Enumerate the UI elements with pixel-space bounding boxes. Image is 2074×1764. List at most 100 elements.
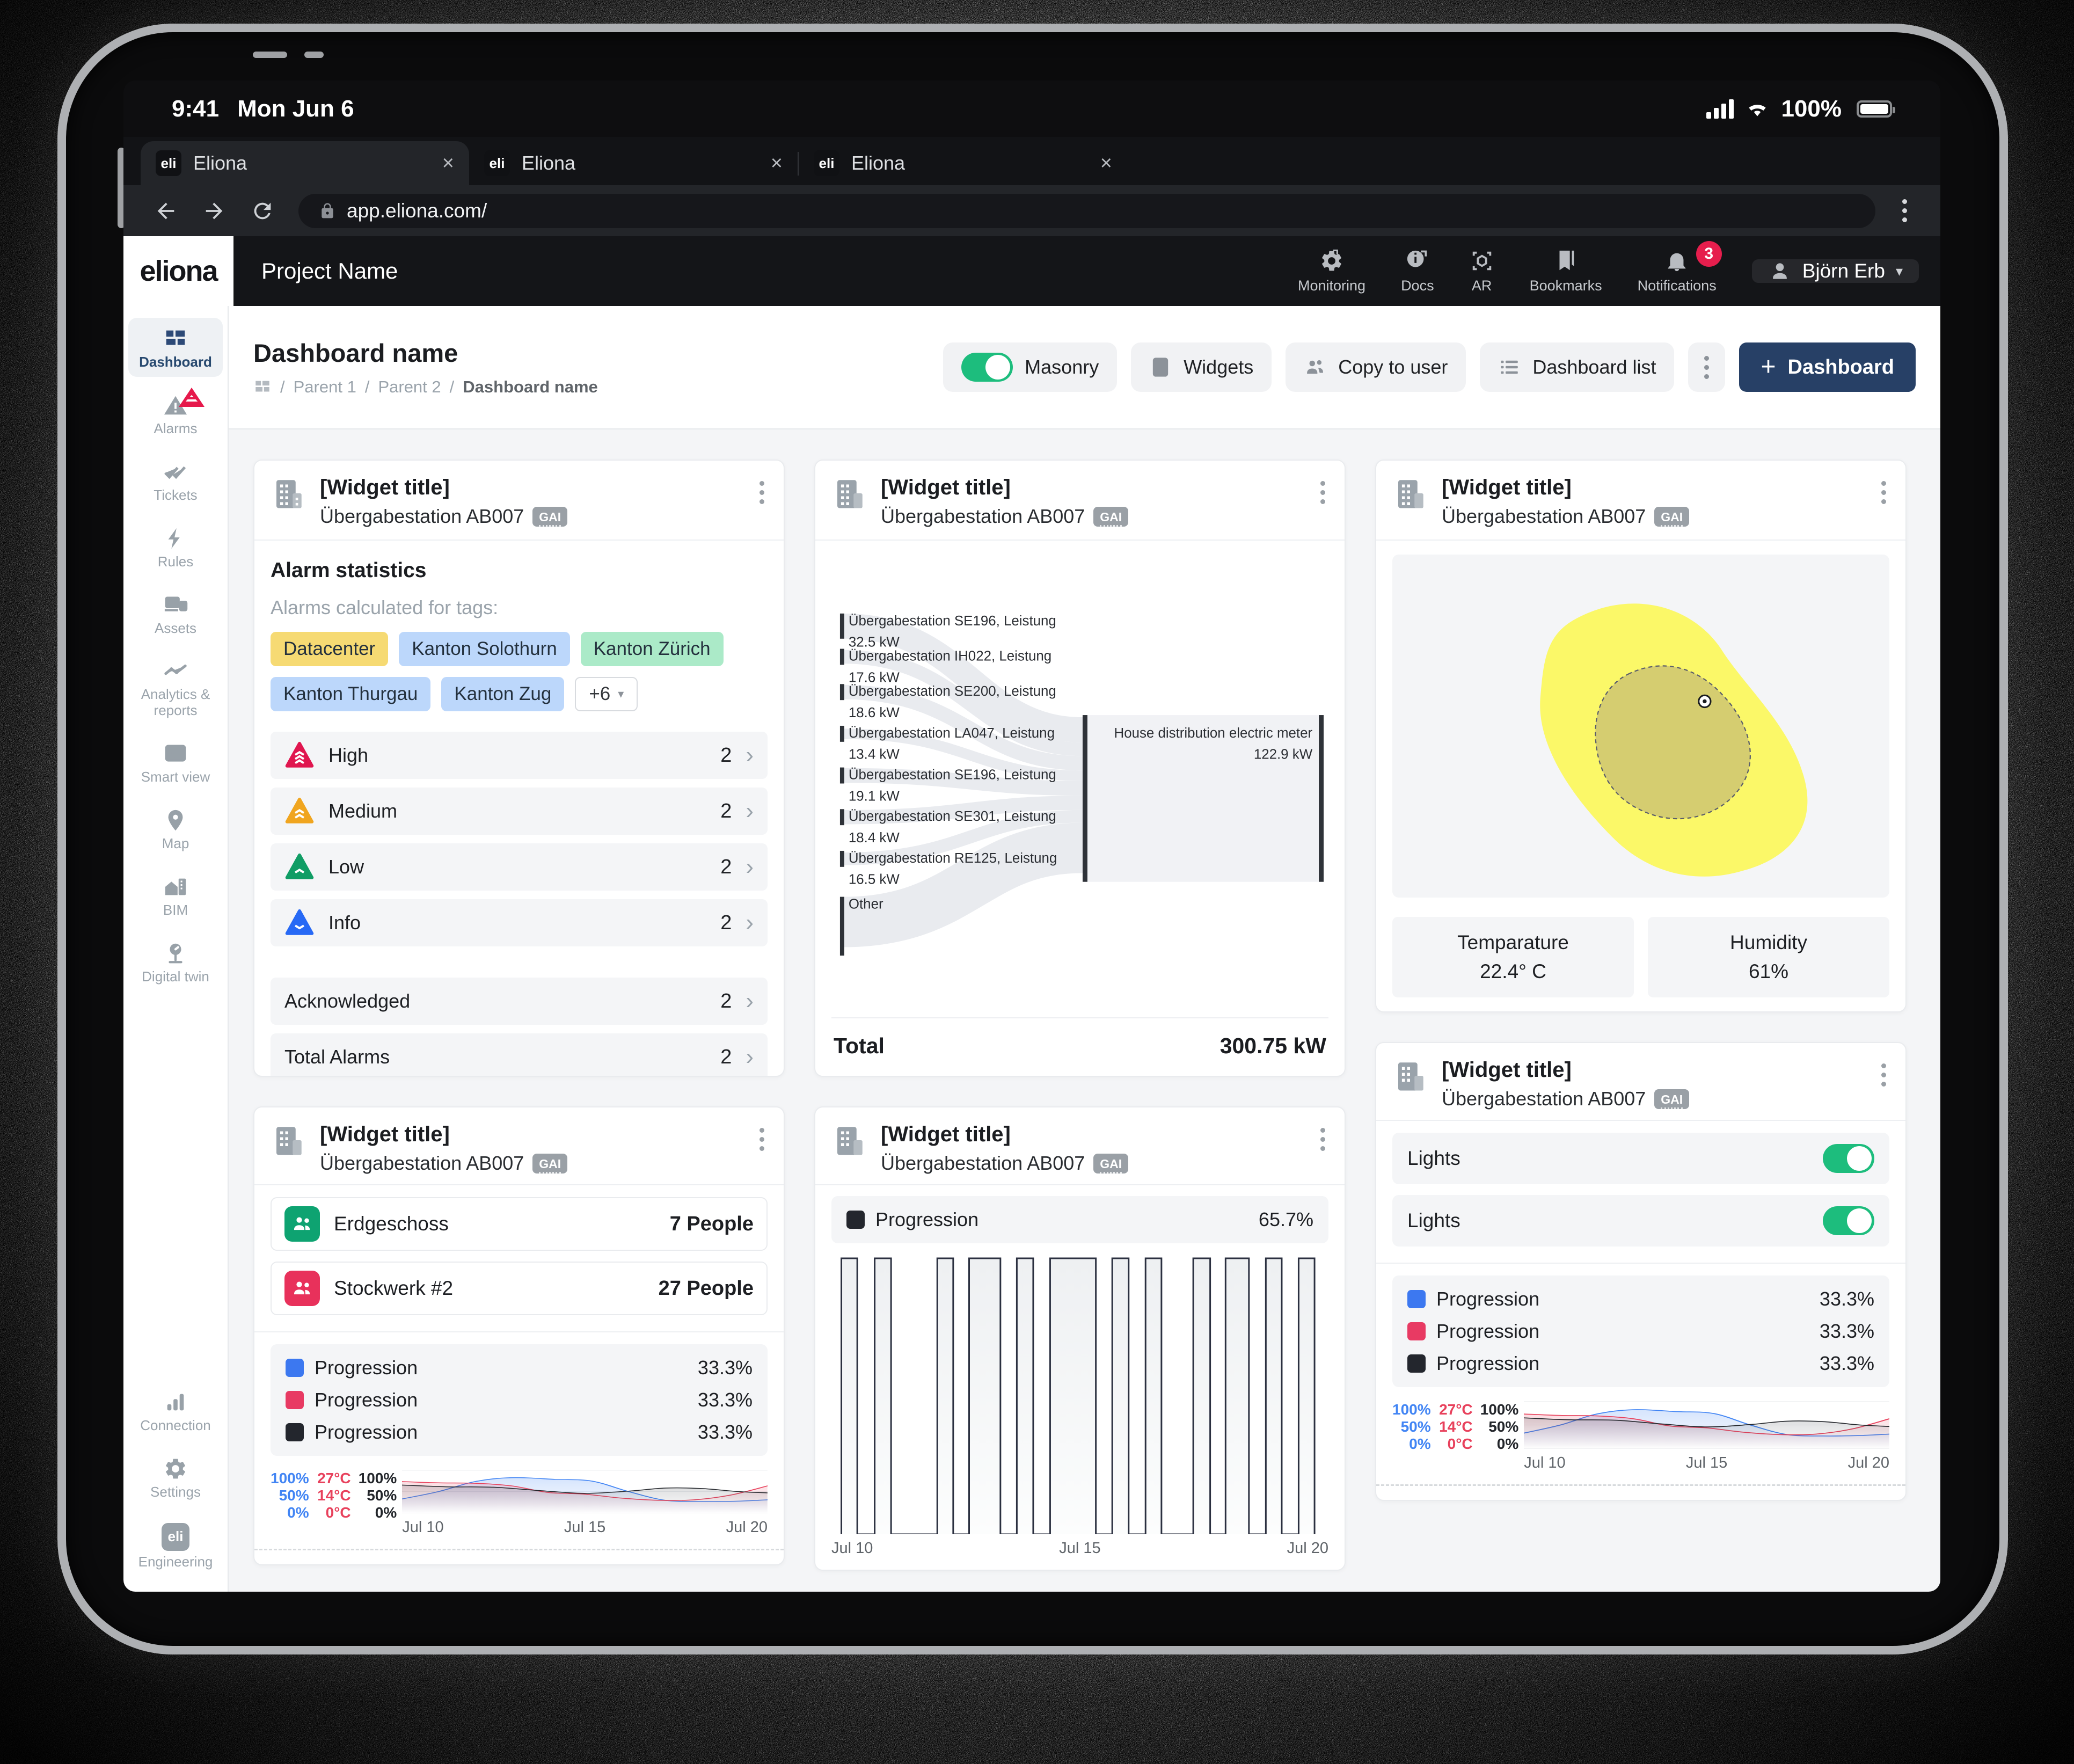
sidebar-label: Connection xyxy=(140,1417,211,1434)
browser-tab-1[interactable]: eli Eliona × xyxy=(141,141,469,185)
masonry-toggle-pill[interactable]: Masonry xyxy=(943,342,1118,392)
header-nav: Monitoring Docs AR Bookmarks 3 Not xyxy=(1298,236,1940,306)
eliona-logo[interactable]: eliona xyxy=(123,236,233,306)
copy-to-user-button[interactable]: Copy to user xyxy=(1286,342,1466,392)
close-icon[interactable]: × xyxy=(1100,151,1112,174)
dashboard-list-button[interactable]: Dashboard list xyxy=(1480,342,1675,392)
sidebar-item-bim[interactable]: BIM xyxy=(128,866,223,925)
browser-tab-3[interactable]: eli Eliona × xyxy=(799,141,1127,185)
legend-swatch-red xyxy=(286,1391,304,1409)
tab-title: Eliona xyxy=(193,152,247,174)
tab-title: Eliona xyxy=(522,152,576,174)
heatmap-blob xyxy=(1540,603,1808,877)
chevron-right-icon: › xyxy=(746,1044,754,1070)
breadcrumb: / Parent 1 / Parent 2 / Dashboard name xyxy=(253,377,598,397)
sidebar-item-engineering[interactable]: eli Engineering xyxy=(128,1514,223,1577)
user-menu[interactable]: Björn Erb ▾ xyxy=(1751,259,1919,283)
url-bar[interactable]: app.eliona.com/ xyxy=(298,193,1875,228)
progression-label: Progression xyxy=(315,1389,418,1411)
widgets-button[interactable]: Widgets xyxy=(1131,342,1272,392)
progression-row: Progression 33.3% xyxy=(286,1418,753,1446)
back-icon[interactable] xyxy=(154,199,178,223)
chevron-down-icon: ▾ xyxy=(618,687,624,701)
user-name: Björn Erb xyxy=(1802,260,1885,282)
nav-monitoring[interactable]: Monitoring xyxy=(1298,249,1365,294)
app-header: eliona Project Name Monitoring Docs AR B xyxy=(123,236,1940,306)
widget-people-progression: [Widget title] Übergabestation AB007 GAI xyxy=(253,1106,785,1565)
widget-menu-icon[interactable] xyxy=(1878,476,1889,504)
add-dashboard-label: Dashboard xyxy=(1787,355,1894,378)
progression-row: Progression 33.3% xyxy=(1407,1350,1874,1377)
sidebar-label: Engineering xyxy=(138,1554,213,1570)
svg-text:Übergabestation SE200, Leistun: Übergabestation SE200, Leistung xyxy=(849,684,1056,699)
masonry-toggle[interactable] xyxy=(961,353,1013,382)
alarm-alert-badge xyxy=(179,387,205,407)
crumb-current: Dashboard name xyxy=(463,377,598,396)
close-icon[interactable]: × xyxy=(442,151,454,174)
alarm-row-acknowledged[interactable]: Acknowledged 2 › xyxy=(271,978,768,1025)
more-actions-button[interactable] xyxy=(1688,342,1726,392)
browser-menu-icon[interactable] xyxy=(1899,199,1910,222)
building-icon xyxy=(276,480,302,508)
sidebar-item-analytics[interactable]: Analytics & reports xyxy=(128,650,223,725)
widget-menu-icon[interactable] xyxy=(756,476,768,504)
widget-menu-icon[interactable] xyxy=(756,1122,768,1151)
tablet-frame: 9:41 Mon Jun 6 100% eli Eliona × eli xyxy=(57,24,2008,1654)
progression-row: Progression 33.3% xyxy=(1407,1285,1874,1313)
svg-text:18.6 kW: 18.6 kW xyxy=(849,705,900,720)
sidebar-item-settings[interactable]: Settings xyxy=(128,1448,223,1507)
tag-chip[interactable]: Kanton Zürich xyxy=(580,632,724,666)
alarm-row-info[interactable]: Info 2 › xyxy=(271,899,768,946)
tag-chip[interactable]: Kanton Solothurn xyxy=(399,632,570,666)
status-time: 9:41 xyxy=(172,95,220,122)
crumb-sep: / xyxy=(280,377,285,396)
nav-bookmarks[interactable]: Bookmarks xyxy=(1530,249,1602,294)
tag-chip[interactable]: Kanton Thurgau xyxy=(271,677,431,711)
alarm-label: Total Alarms xyxy=(284,1046,390,1068)
tag-chip[interactable]: Kanton Zug xyxy=(441,677,565,711)
sidebar-item-connection[interactable]: Connection xyxy=(128,1381,223,1440)
lights-toggle[interactable] xyxy=(1823,1144,1874,1173)
crumb[interactable]: Parent 1 xyxy=(293,377,356,396)
alarm-row-low[interactable]: Low 2 › xyxy=(271,843,768,891)
people-icon xyxy=(284,1271,320,1306)
svg-text:Übergabestation RE125, Leistun: Übergabestation RE125, Leistung xyxy=(849,851,1057,866)
forward-icon[interactable] xyxy=(202,199,227,223)
sidebar-item-tickets[interactable]: Tickets xyxy=(128,451,223,510)
dashboard-icon xyxy=(166,330,185,345)
eliona-favicon: eli xyxy=(814,150,839,176)
sidebar-item-alarms[interactable]: Alarms xyxy=(128,384,223,443)
legend-swatch-black xyxy=(286,1423,304,1441)
total-value: 300.75 kW xyxy=(1219,1033,1326,1058)
alarm-row-total[interactable]: Total Alarms 2 › xyxy=(271,1033,768,1076)
sidebar-item-dashboard[interactable]: Dashboard xyxy=(128,318,223,377)
nav-ar[interactable]: AR xyxy=(1470,249,1494,294)
sidebar-item-rules[interactable]: Rules xyxy=(128,517,223,577)
trend-line-icon xyxy=(164,665,187,675)
tag-chip[interactable]: Datacenter xyxy=(271,632,389,666)
sidebar-label: Assets xyxy=(154,619,197,636)
sidebar-item-assets[interactable]: Assets xyxy=(128,584,223,643)
nav-notifications[interactable]: 3 Notifications xyxy=(1638,240,1722,294)
alarm-row-high[interactable]: High 2 › xyxy=(271,732,768,779)
browser-tab-2[interactable]: eli Eliona × xyxy=(469,141,798,185)
alarm-row-medium[interactable]: Medium 2 › xyxy=(271,788,768,835)
widget-menu-icon[interactable] xyxy=(1878,1058,1889,1087)
more-tags-dropdown[interactable]: +6 ▾ xyxy=(575,677,638,711)
widget-menu-icon[interactable] xyxy=(1317,476,1328,504)
close-icon[interactable]: × xyxy=(770,151,783,174)
sidebar-item-digital-twin[interactable]: Digital twin xyxy=(128,932,223,992)
crumb[interactable]: Parent 2 xyxy=(378,377,441,396)
sidebar-item-map[interactable]: Map xyxy=(128,799,223,858)
nav-label: Docs xyxy=(1401,277,1434,294)
sidebar-item-smart-view[interactable]: Smart view xyxy=(128,733,223,792)
add-dashboard-button[interactable]: + Dashboard xyxy=(1739,342,1916,392)
widget-menu-icon[interactable] xyxy=(1317,1122,1328,1151)
bookmark-icon xyxy=(1559,250,1574,270)
progression-row: Progression 33.3% xyxy=(286,1386,753,1414)
reload-icon[interactable] xyxy=(250,199,275,223)
masonry-label: Masonry xyxy=(1025,356,1099,378)
tab-separator xyxy=(798,152,799,176)
nav-docs[interactable]: Docs xyxy=(1401,249,1434,294)
lights-toggle[interactable] xyxy=(1823,1206,1874,1235)
